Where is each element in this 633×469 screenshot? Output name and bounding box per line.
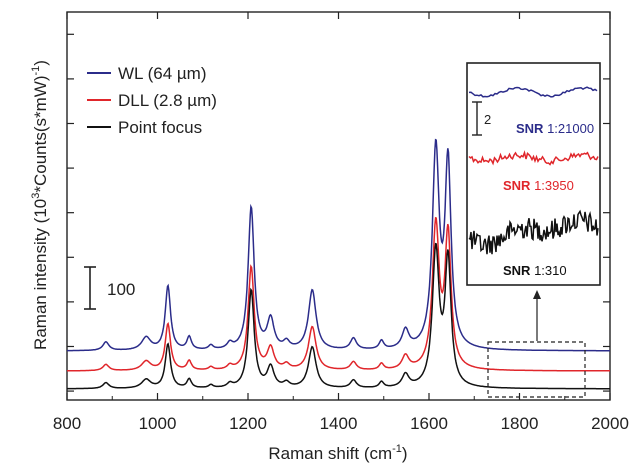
x-tick-label: 1800	[501, 414, 539, 433]
legend-label-wl: WL (64 µm)	[118, 64, 207, 83]
inset-snr-point: SNR 1:310	[503, 263, 567, 278]
zoom-region	[487, 341, 586, 398]
x-axis-ticks: 800 1000 1200 1400 1600 1800 2000	[53, 12, 629, 433]
inset-trace-0	[468, 86, 598, 98]
y-axis-ticks	[67, 33, 610, 392]
x-tick-label: 2000	[591, 414, 629, 433]
legend-label-dll: DLL (2.8 µm)	[118, 91, 217, 110]
series-line-1	[67, 216, 610, 372]
y-axis-title: Raman intensity (103*Counts(s*mW)-1)	[30, 60, 50, 350]
series-line-0	[67, 138, 610, 352]
legend: WL (64 µm) DLL (2.8 µm) Point focus	[87, 64, 217, 137]
inset-snr-wl: SNR 1:21000	[516, 121, 594, 136]
inset-snr-dll: SNR 1:3950	[503, 178, 574, 193]
inset-trace-2	[468, 209, 599, 255]
x-tick-label: 1600	[410, 414, 448, 433]
x-tick-label: 1000	[139, 414, 177, 433]
inset-trace-1	[468, 150, 599, 166]
spectra-curves	[67, 138, 610, 390]
x-axis-title: Raman shift (cm-1)	[268, 443, 407, 463]
series-line-2	[67, 242, 610, 390]
x-tick-label: 1400	[320, 414, 358, 433]
inset-noise-curves	[468, 86, 599, 255]
legend-label-point: Point focus	[118, 118, 202, 137]
inset-scale-label: 2	[484, 112, 491, 127]
zoom-arrow	[533, 290, 541, 341]
x-tick-label: 1200	[229, 414, 267, 433]
intensity-scale-bar: 100	[84, 266, 135, 310]
inset-panel: 2 SNR 1:21000 SNR 1:3950 SNR 1:310	[466, 62, 601, 286]
scale-bar-label: 100	[107, 280, 135, 299]
x-tick-label: 800	[53, 414, 81, 433]
